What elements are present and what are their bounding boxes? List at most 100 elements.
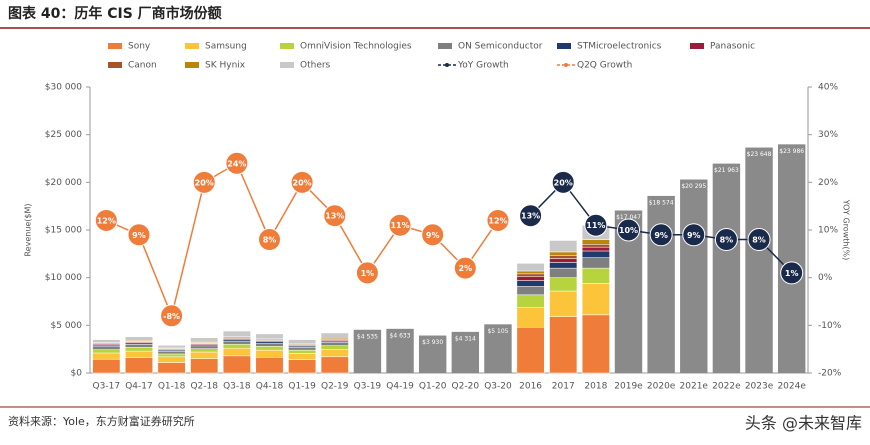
bar-segment: [222, 340, 251, 345]
bar-segment: [288, 347, 317, 351]
bar-segment: [581, 283, 610, 316]
bar-segment: [581, 314, 610, 374]
total-label: $5 105: [487, 328, 508, 335]
y-tick-label: $20 000: [45, 178, 82, 188]
bar-segment: [581, 250, 610, 258]
legend-swatch: [280, 43, 294, 49]
bar-segment: [581, 239, 610, 245]
legend-swatch: [438, 43, 452, 49]
total-bar: [353, 329, 382, 373]
x-tick-label: 2022e: [712, 382, 741, 392]
x-tick-label: 2017: [552, 382, 575, 392]
legend-swatch: [108, 62, 122, 68]
bar-segment: [516, 280, 545, 287]
legend-swatch: [185, 43, 199, 49]
bar-segment: [581, 257, 610, 269]
line-marker: [714, 228, 738, 252]
legend-label: ON Semiconductor: [458, 42, 543, 52]
line-marker: [486, 208, 510, 232]
x-tick-label: Q3-18: [223, 382, 251, 392]
bar-segment: [288, 353, 317, 360]
bar-segment: [255, 349, 284, 358]
x-tick-label: Q2-20: [452, 382, 480, 392]
bar-segment: [549, 277, 578, 292]
y2-tick-label: 40%: [818, 83, 838, 93]
bar-segment: [255, 333, 284, 340]
total-bar: [484, 324, 512, 373]
data-label: 13%: [325, 212, 344, 221]
line-marker: [584, 213, 608, 237]
data-label: 2%: [459, 264, 473, 273]
total-label: $17 047: [616, 214, 641, 221]
y-tick-label: $15 000: [45, 226, 82, 236]
bar-segment: [92, 349, 121, 354]
data-label: 1%: [361, 269, 375, 278]
data-label: 12%: [488, 216, 507, 225]
data-label: 8%: [752, 236, 766, 245]
y-tick-label: $10 000: [45, 273, 82, 283]
bar-segment: [124, 350, 153, 358]
y2-axis-label: YOY Growth(%): [842, 199, 851, 261]
legend-label: Panasonic: [710, 42, 755, 52]
bar-segment: [516, 306, 545, 328]
data-label: -8%: [163, 312, 180, 321]
bar-segment: [124, 336, 153, 341]
y2-tick-label: 30%: [818, 130, 838, 140]
data-label: 24%: [227, 159, 246, 168]
x-tick-label: Q4-18: [256, 382, 284, 392]
line-marker: [290, 170, 314, 194]
bar-segment: [124, 357, 153, 374]
x-tick-label: Q4-19: [386, 382, 414, 392]
data-label: 20%: [195, 178, 214, 187]
y-tick-label: $0: [71, 369, 83, 379]
total-label: $4 535: [357, 333, 378, 340]
bar-segment: [288, 359, 317, 374]
legend-swatch: [108, 43, 122, 49]
y2-tick-label: 20%: [818, 178, 838, 188]
bar-segment: [157, 353, 186, 358]
legend-label: Others: [300, 61, 331, 71]
bar-segment: [581, 246, 610, 252]
bar-segment: [320, 349, 349, 358]
line-marker: [258, 228, 281, 252]
bar-segment: [255, 342, 284, 347]
source: 资料来源：Yole，东方财富证券研究所: [8, 414, 195, 428]
total-bar: [712, 163, 741, 373]
x-tick-label: Q4-17: [125, 382, 153, 392]
legend-swatch: [557, 43, 571, 49]
bar-segment: [190, 337, 219, 343]
legend-label: YoY Growth: [457, 61, 509, 71]
bar-segment: [190, 358, 219, 374]
data-label: 11%: [390, 221, 409, 230]
total-label: $23 986: [779, 148, 804, 155]
bar-segment: [516, 273, 545, 277]
bar-segment: [92, 358, 121, 374]
bar-segment: [516, 276, 545, 281]
bar-segment: [157, 351, 186, 355]
y-tick-label: $5 000: [51, 321, 83, 331]
line-marker: [747, 228, 771, 252]
legend-label: SK Hynix: [205, 61, 246, 71]
x-tick-label: Q1-19: [288, 382, 316, 392]
legend-label: Canon: [128, 61, 157, 71]
legend-label: STMicroelectronics: [577, 42, 662, 52]
x-tick-label: 2019e: [614, 382, 643, 392]
bar-segment: [516, 263, 545, 272]
data-label: 20%: [293, 178, 312, 187]
line-marker: [323, 204, 347, 228]
total-bar: [647, 195, 675, 373]
y-tick-label: $30 000: [45, 83, 82, 93]
data-label: 11%: [586, 221, 605, 230]
bar-segment: [516, 326, 545, 374]
bar-segment: [516, 294, 545, 308]
legend-label: Q2Q Growth: [577, 61, 632, 71]
legend-swatch: [280, 62, 294, 68]
bar-segment: [581, 244, 610, 248]
legend-swatch-dot: [445, 63, 449, 67]
bar-segment: [255, 346, 284, 351]
data-label: 13%: [521, 212, 540, 221]
line-marker: [388, 213, 412, 237]
bar-segment: [320, 356, 349, 374]
line-marker: [225, 151, 249, 175]
x-tick-label: 2020e: [647, 382, 676, 392]
